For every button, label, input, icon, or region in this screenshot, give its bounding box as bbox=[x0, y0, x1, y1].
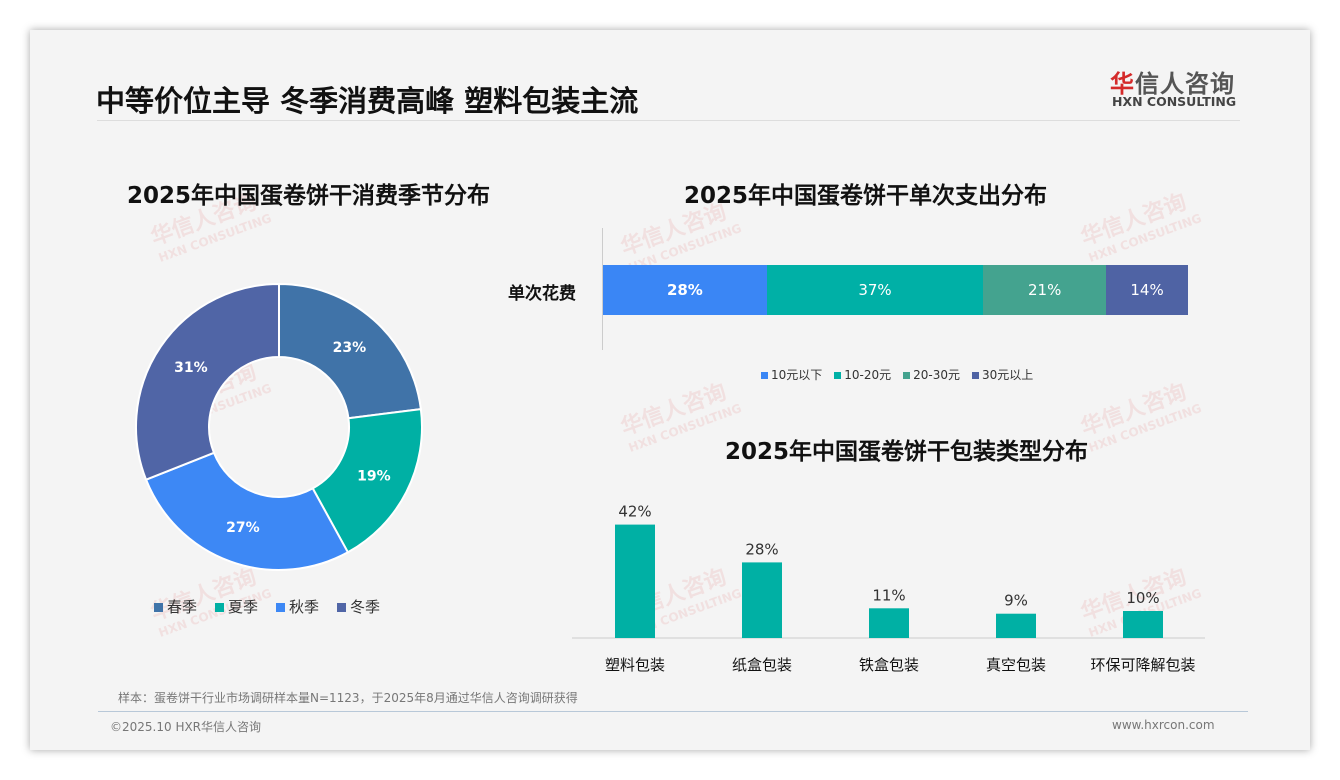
donut-label: 31% bbox=[174, 360, 208, 376]
season-chart-title: 2025年中国蛋卷饼干消费季节分布 bbox=[127, 183, 491, 209]
logo: 华信人咨询 bbox=[1110, 70, 1235, 98]
category-label: 铁盒包装 bbox=[859, 656, 919, 674]
legend-item: 秋季 bbox=[276, 596, 319, 617]
category-label: 真空包装 bbox=[986, 656, 1046, 674]
spend-category-label: 单次花费 bbox=[508, 284, 576, 304]
category-label: 塑料包装 bbox=[605, 656, 665, 674]
bar-纸盒包装 bbox=[742, 562, 782, 638]
sample-note: 样本：蛋卷饼干行业市场调研样本量N=1123，于2025年8月通过华信人咨询调研… bbox=[118, 691, 578, 705]
donut-slice-冬季 bbox=[135, 282, 280, 481]
donut-label: 27% bbox=[226, 520, 260, 536]
slide: 中等价位主导 冬季消费高峰 塑料包装主流 华信人咨询 HXN CONSULTIN… bbox=[30, 30, 1310, 750]
legend-item: 春季 bbox=[154, 596, 197, 617]
page-title: 中等价位主导 冬季消费高峰 塑料包装主流 bbox=[96, 84, 639, 118]
spend-axis bbox=[602, 228, 603, 350]
website-link[interactable]: www.hxrcon.com bbox=[1112, 718, 1215, 732]
bar-value-label: 10% bbox=[1126, 589, 1159, 607]
legend-item: 10元以下 bbox=[761, 366, 822, 383]
bar-铁盒包装 bbox=[869, 608, 909, 638]
donut-slice-夏季 bbox=[311, 407, 423, 554]
bar-value-label: 11% bbox=[872, 586, 905, 604]
logo-en: HXN CONSULTING bbox=[1112, 94, 1237, 109]
legend-item: 冬季 bbox=[337, 596, 380, 617]
bar-value-label: 28% bbox=[745, 540, 778, 558]
bar-塑料包装 bbox=[615, 524, 655, 638]
stack-segment: 28% bbox=[603, 265, 767, 315]
spend-legend: 10元以下 10-20元 20-30元 30元以上 bbox=[761, 366, 1033, 383]
header-divider bbox=[97, 120, 1240, 121]
legend-item: 10-20元 bbox=[834, 366, 891, 383]
bar-value-label: 9% bbox=[1004, 592, 1028, 610]
footer-divider bbox=[98, 711, 1248, 712]
donut-label: 19% bbox=[357, 468, 391, 484]
stack-segment: 37% bbox=[766, 265, 984, 315]
donut-label: 23% bbox=[333, 340, 367, 356]
legend-item: 30元以上 bbox=[972, 366, 1033, 383]
category-label: 环保可降解包装 bbox=[1090, 656, 1195, 674]
spend-stacked-bar: 28% 37% 21% 14% bbox=[603, 265, 1188, 315]
bar-value-label: 42% bbox=[618, 503, 651, 521]
bar-真空包装 bbox=[996, 613, 1036, 638]
stack-segment: 21% bbox=[983, 265, 1107, 315]
spend-chart-title: 2025年中国蛋卷饼干单次支出分布 bbox=[684, 183, 1048, 209]
donut-slice-春季 bbox=[278, 282, 422, 420]
bar-环保可降解包装 bbox=[1123, 611, 1163, 638]
package-chart-title: 2025年中国蛋卷饼干包装类型分布 bbox=[725, 439, 1089, 465]
package-bar-chart: 42% 塑料包装 28% 纸盒包装 11% 铁盒包装 9% 真空包装 10% 环保可降解包装 bbox=[572, 503, 1205, 674]
season-legend: 春季 夏季 秋季 冬季 bbox=[154, 596, 380, 617]
copyright: ©2025.10 HXR华信人咨询 bbox=[110, 720, 262, 734]
legend-item: 20-30元 bbox=[903, 366, 960, 383]
category-label: 纸盒包装 bbox=[732, 656, 792, 674]
stack-segment: 14% bbox=[1106, 265, 1188, 315]
legend-item: 夏季 bbox=[215, 596, 258, 617]
donut-slice-秋季 bbox=[144, 451, 350, 571]
season-donut-chart: 23% 19% 27% 31% bbox=[135, 282, 423, 571]
